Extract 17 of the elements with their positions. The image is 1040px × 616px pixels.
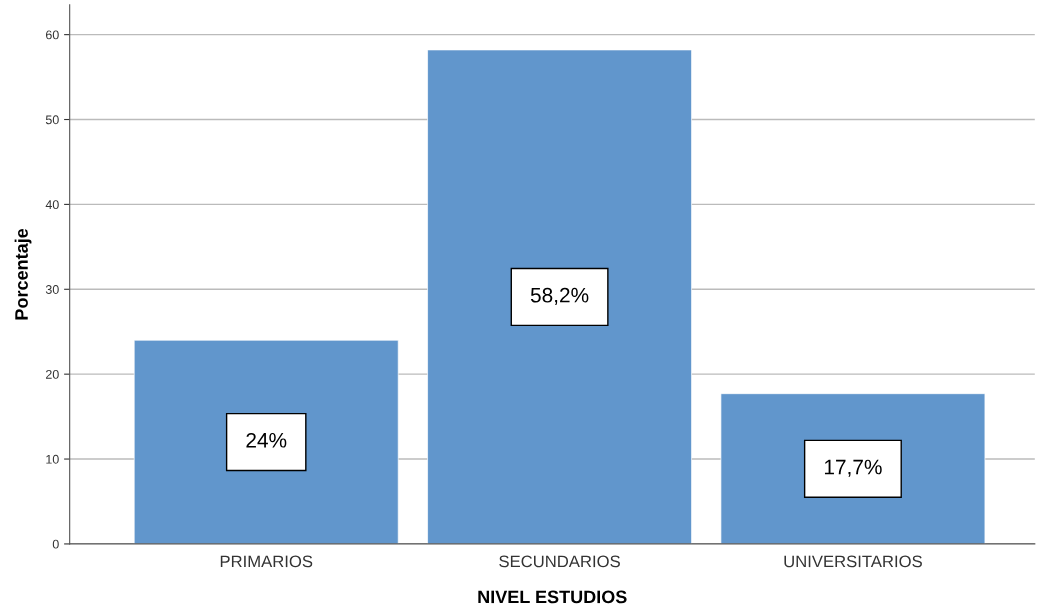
x-tick-label: PRIMARIOS <box>220 555 313 568</box>
x-axis-title: NIVEL ESTUDIOS <box>478 590 627 604</box>
bar <box>427 49 692 544</box>
y-tick-label: 60 <box>46 30 59 40</box>
y-tick-label: 40 <box>45 200 59 210</box>
y-tick-label: 30 <box>45 285 59 294</box>
y-tick-label: 20 <box>45 369 59 379</box>
y-tick-label: 10 <box>46 454 59 464</box>
x-tick-label: UNIVERSITARIOS <box>784 555 922 568</box>
bar <box>133 339 399 544</box>
y-axis-title: Porcentaje <box>14 228 32 320</box>
y-tick-label: 50 <box>45 115 59 125</box>
data-label: 17,7% <box>824 459 882 477</box>
y-tick-label: 0 <box>52 539 59 549</box>
x-tick-label: SECUNDARIOS <box>499 555 620 568</box>
data-label: 58,2% <box>530 287 589 305</box>
data-label: 24% <box>246 432 287 448</box>
